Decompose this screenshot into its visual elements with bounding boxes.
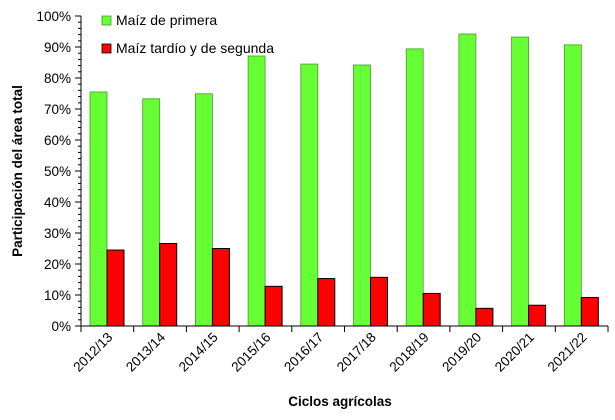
bar-maiz-tardio-1 xyxy=(159,243,178,327)
y-tick-label: 0% xyxy=(51,319,71,334)
x-tick-label: 2019/20 xyxy=(439,330,484,375)
y-tick-label: 50% xyxy=(44,164,71,179)
y-tick-label: 30% xyxy=(44,226,71,241)
bar-maiz-primera-5 xyxy=(353,64,371,327)
x-tick-label: 2017/18 xyxy=(334,330,379,375)
bar-maiz-primera-3 xyxy=(247,55,266,327)
bar-maiz-tardio-4 xyxy=(317,278,336,327)
bar-maiz-tardio-9 xyxy=(580,296,599,327)
legend-swatch xyxy=(101,15,112,26)
x-tick-label: 2016/17 xyxy=(281,330,326,375)
y-tick-label: 80% xyxy=(44,71,71,86)
bar-maiz-primera-7 xyxy=(458,33,477,327)
legend-swatch xyxy=(101,43,112,54)
x-tick-label: 2018/19 xyxy=(387,330,432,375)
y-tick-label: 10% xyxy=(44,288,71,303)
x-tick-label: 2012/13 xyxy=(70,330,115,375)
y-tick-label: 70% xyxy=(44,102,71,117)
y-tick-label: 40% xyxy=(44,195,71,210)
bar-maiz-primera-6 xyxy=(405,48,424,327)
legend-label: Maíz tardío y de segunda xyxy=(116,40,274,56)
bar-maiz-tardio-7 xyxy=(475,307,494,327)
bar-maiz-primera-9 xyxy=(563,44,582,327)
bar-maiz-primera-2 xyxy=(194,93,213,327)
legend-label: Maíz de primera xyxy=(116,12,217,28)
x-tick-label: 2014/15 xyxy=(176,330,221,375)
x-tick-label: 2013/14 xyxy=(123,329,168,374)
y-axis-title: Participación del área total xyxy=(10,85,25,257)
y-tick-label: 20% xyxy=(44,257,71,272)
bar-maiz-tardio-8 xyxy=(528,304,547,327)
bar-maiz-tardio-5 xyxy=(370,276,388,327)
bar-maiz-primera-1 xyxy=(142,98,161,327)
bar-maiz-tardio-0 xyxy=(106,249,125,327)
bar-maiz-primera-8 xyxy=(511,36,530,327)
x-tick-label: 2015/16 xyxy=(228,330,273,375)
x-tick-label: 2020/21 xyxy=(492,330,537,375)
bar-maiz-tardio-6 xyxy=(422,292,441,327)
bar-maiz-primera-4 xyxy=(300,63,319,327)
x-axis-title: Ciclos agrícolas xyxy=(288,394,392,409)
y-tick-label: 90% xyxy=(44,40,71,55)
bar-maiz-tardio-3 xyxy=(264,285,283,327)
y-tick-label: 100% xyxy=(36,9,71,24)
bar-maiz-tardio-2 xyxy=(211,248,230,327)
y-tick-label: 60% xyxy=(44,133,71,148)
x-tick-label: 2021/22 xyxy=(545,330,590,375)
bar-maiz-primera-0 xyxy=(89,91,108,327)
